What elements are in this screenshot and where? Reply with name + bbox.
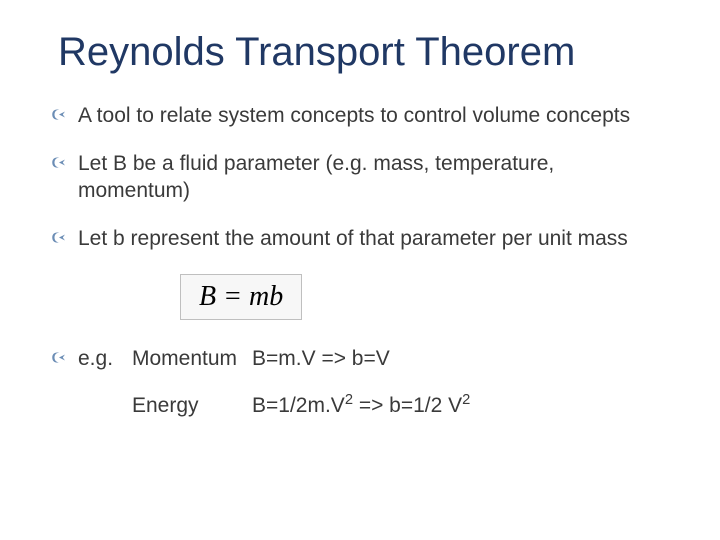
slide: Reynolds Transport Theorem A tool to rel… bbox=[0, 0, 720, 540]
bullet-item: Let B be a fluid parameter (e.g. mass, t… bbox=[50, 151, 670, 204]
superscript: 2 bbox=[345, 392, 353, 408]
superscript: 2 bbox=[462, 392, 470, 408]
equation-box: B = mb bbox=[180, 274, 302, 320]
bullet-item: A tool to relate system concepts to cont… bbox=[50, 103, 670, 129]
example-expression: B=m.V => b=V bbox=[252, 346, 670, 372]
example-name: Momentum bbox=[132, 346, 252, 372]
example-list: e.g. Momentum B=m.V => b=V bbox=[50, 346, 670, 372]
example-subrow: Energy B=1/2m.V2 => b=1/2 V2 bbox=[50, 394, 670, 418]
bullet-list: A tool to relate system concepts to cont… bbox=[50, 103, 670, 252]
expr-part: => b=1/2 V bbox=[353, 394, 462, 417]
example-expression: B=1/2m.V2 => b=1/2 V2 bbox=[252, 394, 670, 418]
slide-title: Reynolds Transport Theorem bbox=[58, 30, 670, 75]
example-name: Energy bbox=[132, 394, 252, 418]
bullet-item: Let b represent the amount of that param… bbox=[50, 226, 670, 252]
example-label: e.g. bbox=[78, 346, 132, 372]
example-item: e.g. Momentum B=m.V => b=V bbox=[50, 346, 670, 372]
expr-part: B=1/2m.V bbox=[252, 394, 345, 417]
